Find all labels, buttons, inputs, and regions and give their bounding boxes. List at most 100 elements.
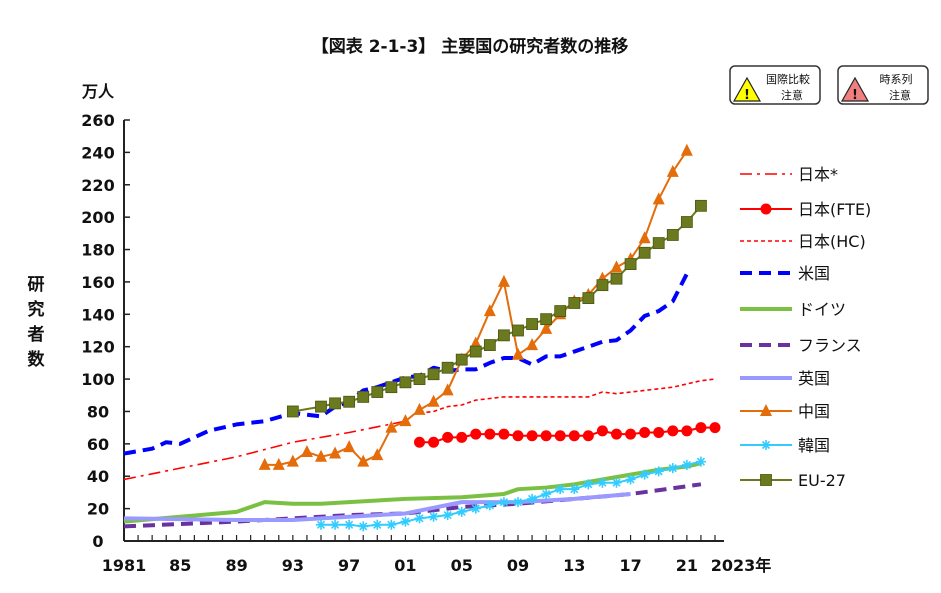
- data-point: [371, 448, 384, 461]
- data-point: [653, 427, 665, 439]
- data-point: [469, 336, 482, 349]
- data-point: [695, 199, 707, 212]
- series-韓国: [316, 456, 706, 532]
- warning-icon: [732, 76, 762, 102]
- legend-item: 米国: [740, 264, 830, 283]
- data-point: [470, 428, 482, 440]
- data-point: [568, 430, 580, 442]
- data-point: [469, 345, 482, 358]
- data-point: [652, 237, 665, 249]
- data-point: [442, 510, 453, 521]
- legend-marker: [760, 474, 772, 486]
- data-point: [399, 376, 412, 389]
- data-point: [667, 463, 678, 474]
- data-point: [681, 425, 693, 437]
- legend-label: 日本(FTE): [798, 200, 871, 219]
- data-point: [413, 402, 426, 415]
- unit-label: 万人: [81, 82, 115, 101]
- data-point: [639, 427, 651, 439]
- data-point: [258, 457, 271, 470]
- data-point: [456, 431, 468, 443]
- data-point: [329, 446, 342, 459]
- data-point: [610, 260, 623, 273]
- legend-label: 韓国: [798, 436, 830, 455]
- data-point: [526, 338, 539, 351]
- data-point: [343, 440, 356, 453]
- legend-item: 日本(HC): [740, 232, 866, 251]
- x-tick-label: 01: [394, 556, 416, 575]
- legend-marker: [760, 404, 772, 416]
- series-line: [419, 378, 716, 414]
- data-point: [512, 324, 524, 337]
- series-日本(HC): [419, 378, 716, 414]
- series-中国: [258, 143, 693, 470]
- exclamation-glyph: !: [744, 88, 750, 103]
- y-axis-label-char: 数: [28, 349, 46, 370]
- data-point: [597, 477, 608, 488]
- data-point: [300, 444, 313, 457]
- x-tick-label: 85: [169, 556, 191, 575]
- data-point: [695, 456, 706, 467]
- data-point: [638, 246, 651, 259]
- badge-text: 注意: [781, 88, 803, 102]
- y-axis-label-char: 研: [28, 275, 45, 295]
- data-point: [625, 428, 637, 440]
- data-point: [413, 373, 426, 385]
- series-EU-27: [286, 199, 707, 418]
- y-tick-label: 220: [81, 176, 114, 195]
- data-point: [441, 361, 454, 374]
- data-point: [343, 395, 356, 408]
- data-point: [414, 513, 425, 524]
- series-line: [419, 426, 715, 444]
- y-tick-label: 60: [87, 435, 109, 454]
- y-tick-label: 160: [81, 273, 114, 292]
- y-tick-label: 140: [81, 305, 114, 324]
- y-tick-label: 20: [87, 500, 109, 519]
- x-tick-label: 13: [563, 556, 585, 575]
- data-point: [666, 164, 679, 177]
- y-axis-label-char: 究: [28, 299, 45, 320]
- badge-text: 注意: [889, 88, 911, 102]
- y-tick-label: 40: [87, 467, 109, 486]
- legend-item: 日本*: [740, 165, 838, 184]
- data-point: [315, 449, 327, 462]
- data-point: [652, 192, 665, 205]
- data-point: [357, 454, 370, 467]
- data-point: [371, 386, 384, 398]
- y-tick-label: 180: [81, 241, 114, 260]
- data-point: [667, 425, 679, 437]
- legend-label: 日本(HC): [798, 232, 866, 251]
- legend-label: 米国: [798, 264, 830, 283]
- legend-item: 中国: [740, 402, 830, 421]
- y-tick-label: 120: [81, 338, 114, 357]
- series-line: [123, 492, 631, 522]
- data-point: [484, 428, 496, 440]
- y-tick-label: 260: [81, 111, 114, 130]
- data-point: [483, 339, 496, 351]
- data-point: [526, 430, 538, 442]
- data-point: [484, 500, 495, 511]
- series-line: [264, 150, 688, 466]
- data-point: [554, 430, 566, 442]
- legend-marker: [761, 440, 771, 450]
- data-point: [624, 258, 637, 271]
- data-point: [512, 430, 524, 442]
- x-tick-label: 09: [507, 556, 529, 575]
- data-point: [555, 484, 566, 495]
- data-point: [470, 503, 481, 514]
- legend-item: 日本(FTE): [740, 200, 871, 219]
- data-point: [330, 519, 341, 530]
- chart-title: 【図表 2-1-3】 主要国の研究者数の推移: [312, 36, 628, 57]
- data-point: [497, 274, 510, 287]
- warning-icon: [840, 76, 870, 102]
- y-axis-label: 研究者数: [27, 275, 46, 370]
- data-point: [568, 297, 581, 309]
- data-point: [498, 497, 509, 508]
- data-point: [540, 321, 553, 334]
- data-point: [427, 394, 440, 407]
- data-point: [498, 428, 510, 440]
- data-point: [582, 430, 594, 442]
- x-tick-label: 89: [225, 556, 247, 575]
- data-point: [610, 272, 623, 285]
